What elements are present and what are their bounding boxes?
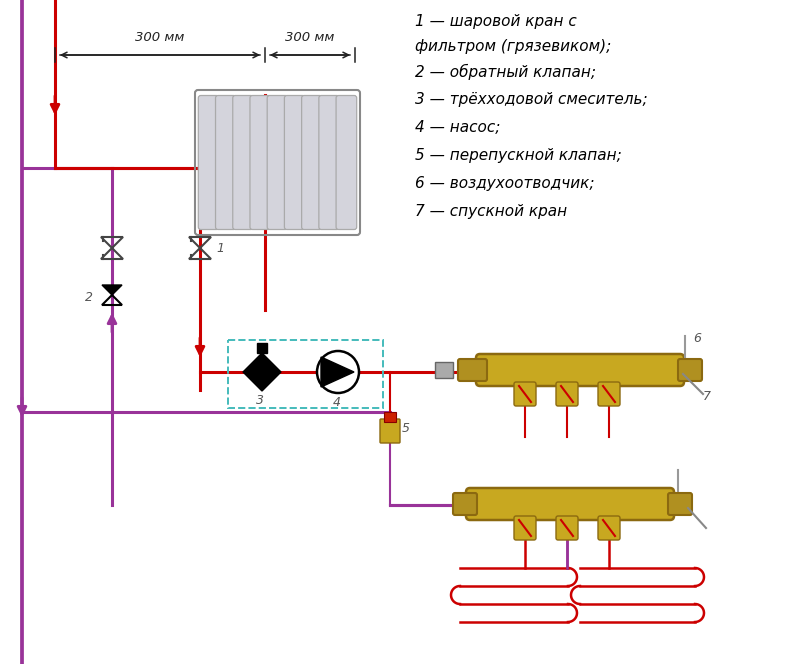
FancyBboxPatch shape bbox=[319, 96, 339, 230]
Text: фильтром (грязевиком);: фильтром (грязевиком); bbox=[415, 39, 611, 54]
FancyBboxPatch shape bbox=[453, 493, 477, 515]
Text: 3: 3 bbox=[256, 394, 264, 407]
Polygon shape bbox=[102, 285, 122, 295]
Text: 4: 4 bbox=[333, 396, 341, 409]
Text: 7 — спускной кран: 7 — спускной кран bbox=[415, 204, 567, 219]
Bar bbox=[257, 343, 267, 353]
Text: 1: 1 bbox=[216, 242, 224, 254]
FancyBboxPatch shape bbox=[233, 96, 253, 230]
Text: 3 — трёхходовой смеситель;: 3 — трёхходовой смеситель; bbox=[415, 92, 648, 107]
Polygon shape bbox=[243, 353, 281, 391]
FancyBboxPatch shape bbox=[267, 96, 288, 230]
Text: 4 — насос;: 4 — насос; bbox=[415, 120, 500, 135]
FancyBboxPatch shape bbox=[301, 96, 322, 230]
FancyBboxPatch shape bbox=[598, 516, 620, 540]
FancyBboxPatch shape bbox=[598, 382, 620, 406]
Bar bbox=[435, 362, 453, 378]
Polygon shape bbox=[321, 357, 354, 387]
FancyBboxPatch shape bbox=[458, 359, 487, 381]
Text: 300 мм: 300 мм bbox=[286, 31, 335, 44]
FancyBboxPatch shape bbox=[336, 96, 357, 230]
FancyBboxPatch shape bbox=[466, 488, 674, 520]
Bar bbox=[228, 340, 383, 408]
Text: 6 — воздухоотводчик;: 6 — воздухоотводчик; bbox=[415, 176, 594, 191]
FancyBboxPatch shape bbox=[380, 419, 400, 443]
FancyBboxPatch shape bbox=[284, 96, 305, 230]
FancyBboxPatch shape bbox=[250, 96, 271, 230]
Text: 2: 2 bbox=[85, 291, 93, 303]
FancyBboxPatch shape bbox=[678, 359, 702, 381]
FancyBboxPatch shape bbox=[556, 382, 578, 406]
FancyBboxPatch shape bbox=[514, 382, 536, 406]
FancyBboxPatch shape bbox=[215, 96, 236, 230]
Text: 7: 7 bbox=[703, 390, 711, 403]
Text: 1 — шаровой кран с: 1 — шаровой кран с bbox=[415, 14, 577, 29]
Text: 2 — обратный клапан;: 2 — обратный клапан; bbox=[415, 64, 596, 80]
Bar bbox=[384, 412, 396, 422]
Text: 6: 6 bbox=[693, 332, 701, 345]
Circle shape bbox=[317, 351, 359, 393]
FancyBboxPatch shape bbox=[668, 493, 692, 515]
Text: 5 — перепускной клапан;: 5 — перепускной клапан; bbox=[415, 148, 622, 163]
FancyBboxPatch shape bbox=[476, 354, 684, 386]
Text: 5: 5 bbox=[402, 422, 410, 435]
FancyBboxPatch shape bbox=[198, 96, 219, 230]
FancyBboxPatch shape bbox=[556, 516, 578, 540]
Text: 300 мм: 300 мм bbox=[135, 31, 185, 44]
FancyBboxPatch shape bbox=[514, 516, 536, 540]
